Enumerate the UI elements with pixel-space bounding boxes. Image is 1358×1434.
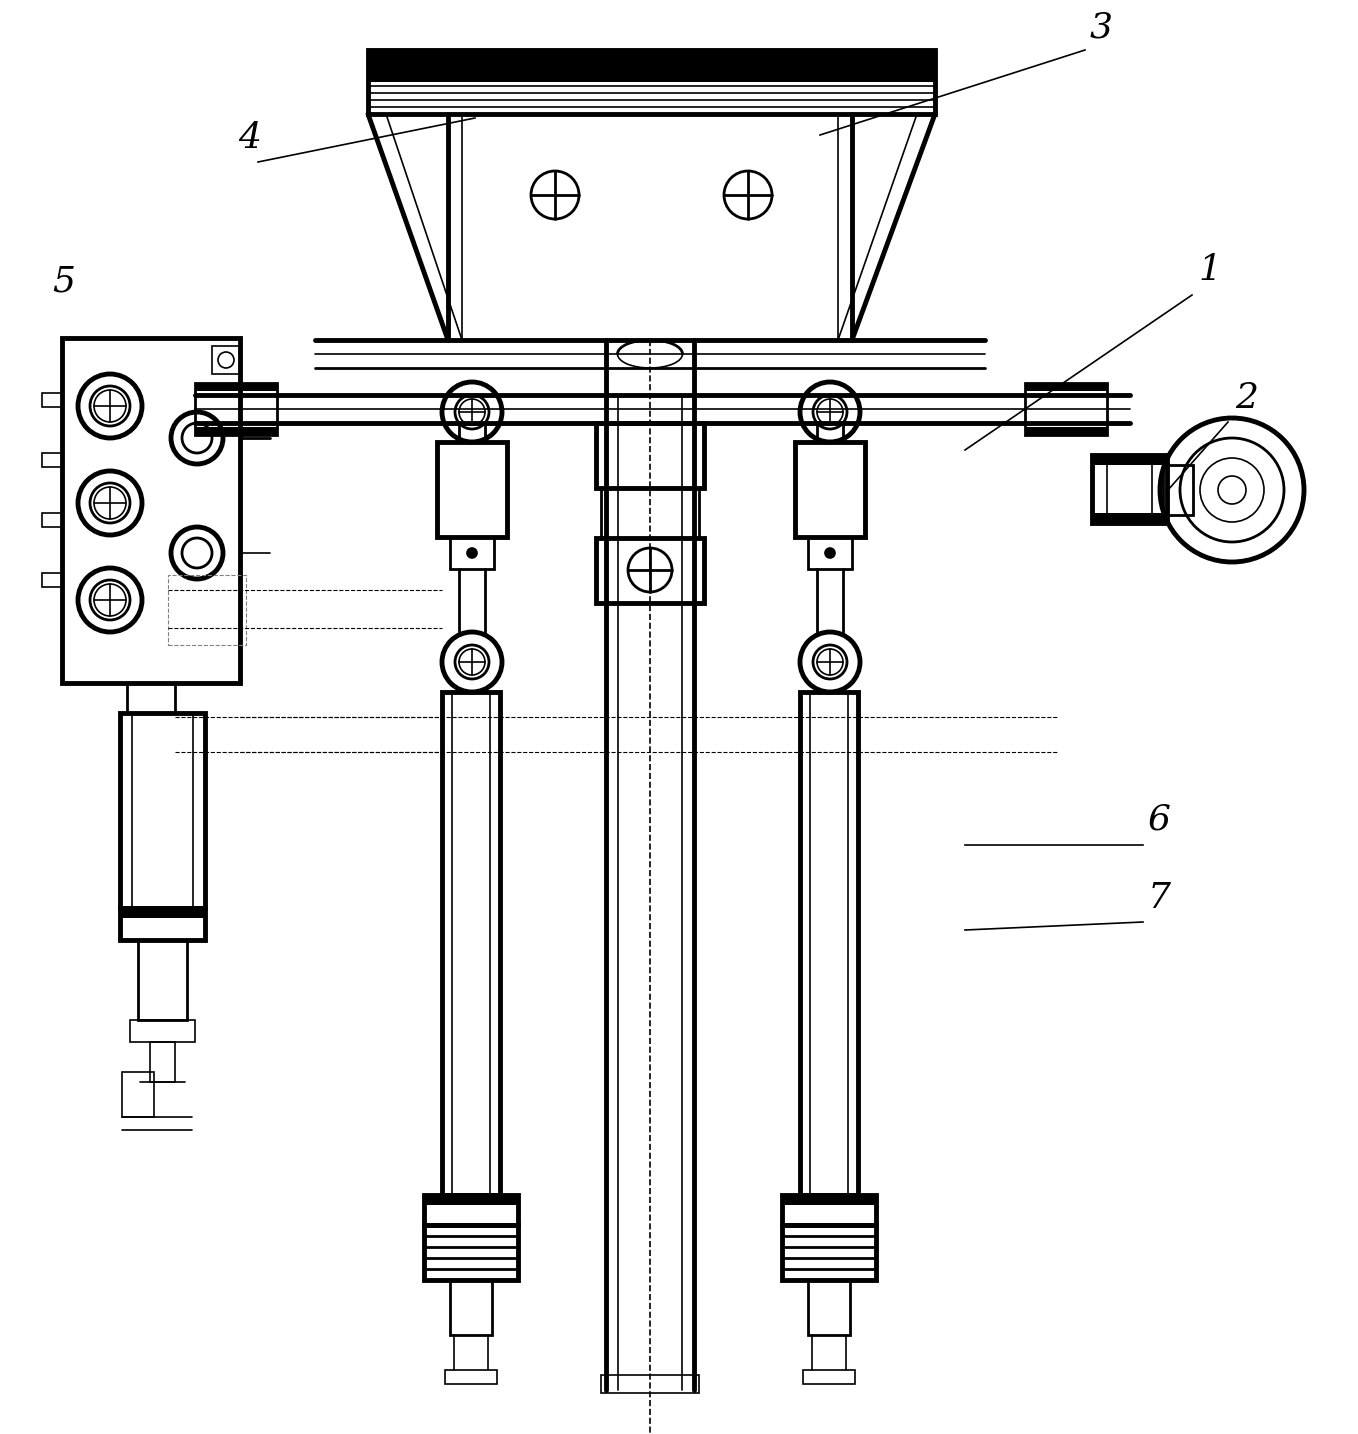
Bar — [196, 427, 277, 435]
Bar — [782, 1225, 876, 1281]
Bar — [120, 908, 205, 918]
Bar — [808, 1281, 850, 1335]
Bar — [368, 50, 936, 113]
Bar — [1092, 513, 1167, 523]
Bar — [808, 536, 851, 569]
Bar — [437, 442, 507, 536]
Bar — [1025, 383, 1107, 435]
Text: 6: 6 — [1148, 803, 1171, 837]
Bar — [424, 1195, 517, 1205]
Bar — [782, 1195, 876, 1225]
Bar — [42, 513, 62, 528]
Bar — [42, 574, 62, 587]
Bar — [424, 1225, 517, 1281]
Text: 2: 2 — [1234, 381, 1258, 414]
Bar — [42, 393, 62, 407]
Bar — [1025, 383, 1107, 391]
Bar — [449, 536, 494, 569]
Bar — [441, 693, 500, 1195]
Text: 1: 1 — [1198, 252, 1221, 287]
Bar — [449, 1281, 492, 1335]
Bar — [782, 1195, 876, 1205]
Bar — [149, 1043, 175, 1083]
Bar — [602, 488, 699, 538]
Text: 4: 4 — [238, 120, 261, 155]
Bar — [128, 683, 175, 713]
Circle shape — [826, 548, 835, 558]
Bar — [120, 713, 205, 908]
Bar — [424, 1195, 517, 1225]
Bar — [794, 442, 865, 536]
Bar — [1092, 455, 1167, 465]
Bar — [803, 1369, 856, 1384]
Bar — [800, 693, 858, 1195]
Bar — [1162, 465, 1192, 515]
Bar — [596, 538, 703, 604]
Bar — [122, 1073, 153, 1117]
Bar — [445, 1369, 497, 1384]
Bar — [168, 575, 246, 645]
Text: 7: 7 — [1148, 880, 1171, 915]
Bar — [196, 383, 277, 435]
Bar — [42, 453, 62, 467]
Bar — [1025, 427, 1107, 435]
Bar — [120, 908, 205, 941]
Bar — [602, 1375, 699, 1392]
Bar — [130, 1020, 196, 1043]
Bar — [62, 338, 240, 683]
Bar — [212, 346, 240, 374]
Bar — [1092, 455, 1167, 523]
Bar — [196, 383, 277, 391]
Bar — [596, 423, 703, 488]
Text: 3: 3 — [1090, 11, 1114, 44]
Bar — [368, 50, 936, 82]
Text: 5: 5 — [52, 265, 75, 300]
Bar — [139, 941, 187, 1020]
Circle shape — [467, 548, 477, 558]
